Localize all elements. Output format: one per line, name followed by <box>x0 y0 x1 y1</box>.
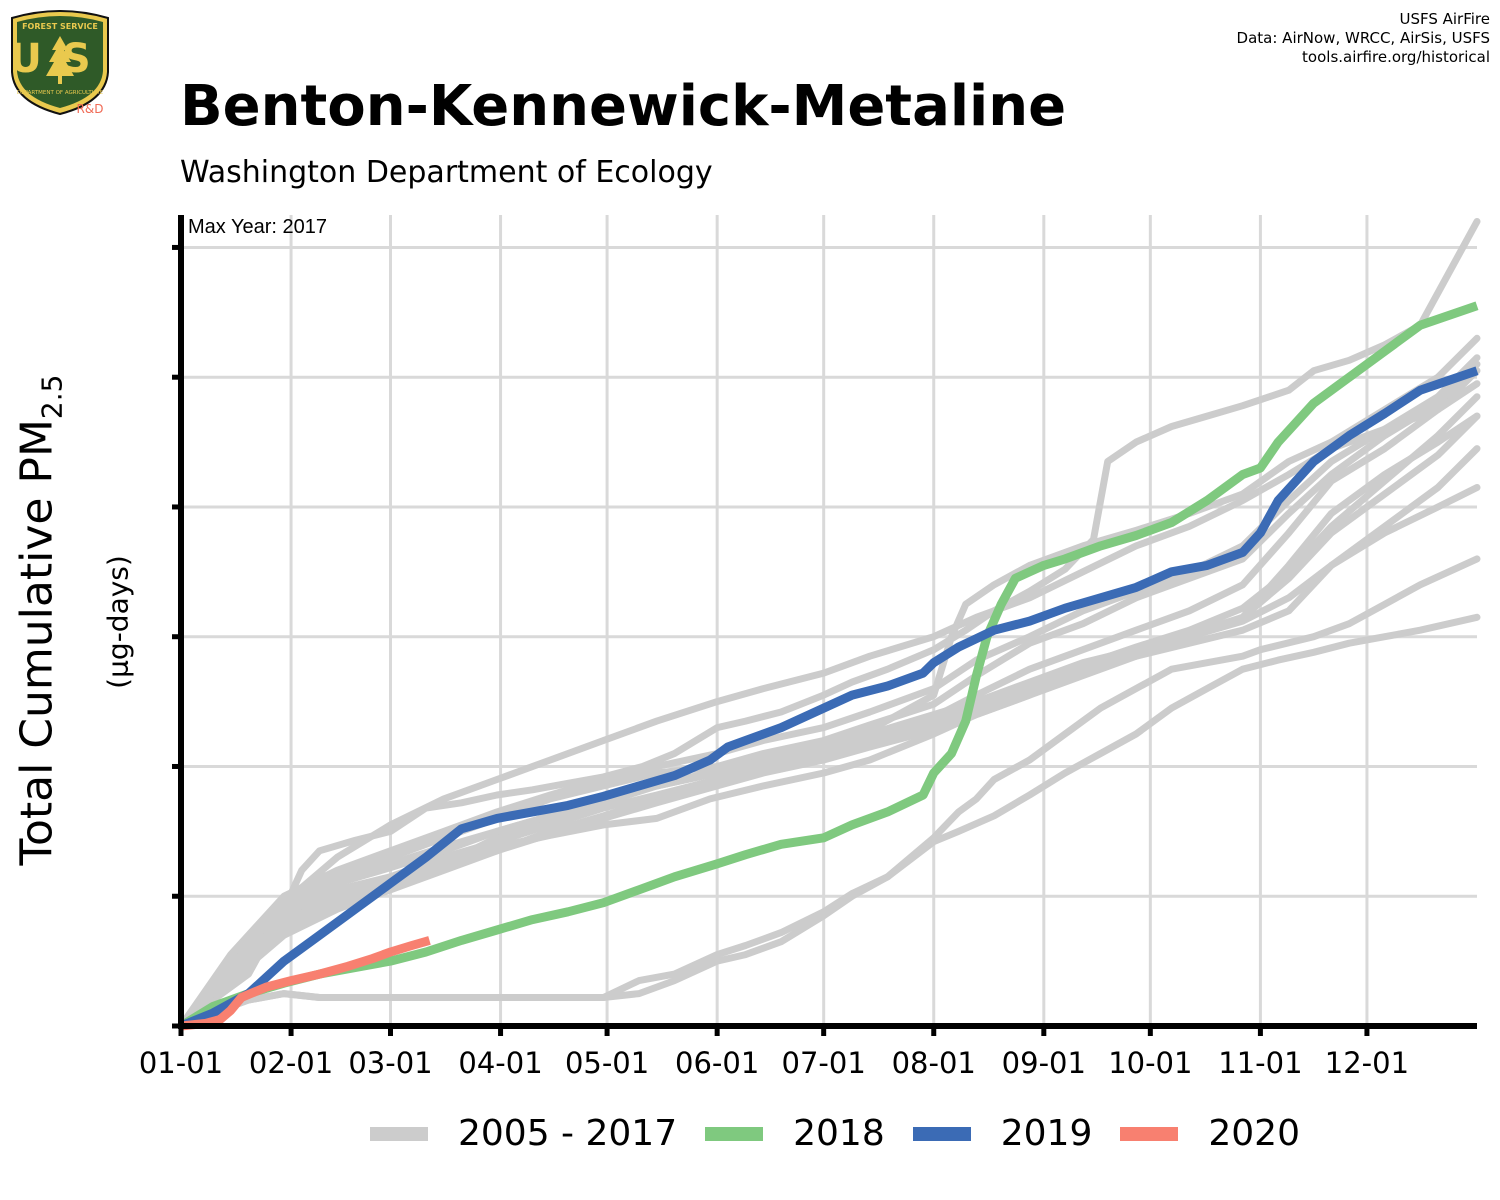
chart-title: Benton-Kennewick-Metaline <box>180 74 1067 139</box>
legend-swatch-2018 <box>705 1126 764 1141</box>
series-line-2020 <box>180 936 431 1031</box>
logo-tag: R&D <box>77 102 104 116</box>
series-line-2018 <box>178 301 1479 1030</box>
axes <box>172 215 1477 1036</box>
legend-item-2018: 2018 <box>705 1113 885 1154</box>
legend-label-2020: 2020 <box>1208 1113 1300 1154</box>
x-tick-label-12-01: 12-01 <box>1325 1046 1409 1080</box>
x-tick-label-07-01: 07-01 <box>782 1046 866 1080</box>
legend-item-2020: 2020 <box>1120 1113 1300 1154</box>
legend-swatch-2020 <box>1120 1126 1179 1141</box>
legend-swatch-2019 <box>912 1126 971 1141</box>
logo-text-bottom: DEPARTMENT OF AGRICULTURE <box>17 90 104 96</box>
tree-icon <box>46 36 74 76</box>
history-line-11 <box>177 380 1481 1030</box>
x-tick-label-10-01: 10-01 <box>1108 1046 1192 1080</box>
x-tick-labels: 01-01 02-01 03-01 04-01 05-01 06-01 07-01 08-01… <box>139 1046 1409 1080</box>
legend-label-2019: 2019 <box>1000 1113 1093 1154</box>
history-line-6 <box>177 360 1481 1030</box>
x-tick-label-01-01: 01-01 <box>139 1046 223 1080</box>
max-year-annotation: Max Year: 2017 <box>188 216 327 238</box>
logo-text-top: FOREST SERVICE <box>22 22 98 31</box>
credits: USFS AirFire Data: AirNow, WRCC, AirSis,… <box>1237 10 1490 67</box>
x-tick-label-05-01: 05-01 <box>565 1046 649 1080</box>
chart-subtitle: Washington Department of Ecology <box>180 155 713 190</box>
x-tick-label-02-01: 02-01 <box>249 1046 333 1080</box>
highlight-series <box>178 301 1479 1031</box>
x-tick-label-03-01: 03-01 <box>348 1046 432 1080</box>
history-series <box>177 218 1481 1030</box>
legend-item-2019: 2019 <box>912 1113 1093 1154</box>
credit-line-1: USFS AirFire <box>1399 10 1490 28</box>
x-tick-label-09-01: 09-01 <box>1002 1046 1086 1080</box>
history-line-8 <box>177 354 1481 1030</box>
legend-item-history: 2005 - 2017 <box>370 1113 677 1154</box>
forest-service-logo: FOREST SERVICE US DEPARTMENT OF AGRICULT… <box>8 10 112 118</box>
x-tick-label-08-01: 08-01 <box>892 1046 976 1080</box>
credit-line-2: Data: AirNow, WRCC, AirSis, USFS <box>1236 29 1490 47</box>
x-tick-label-04-01: 04-01 <box>458 1046 542 1080</box>
x-tick-label-06-01: 06-01 <box>675 1046 759 1080</box>
legend-swatch-history <box>370 1126 428 1141</box>
legend-label-2018: 2018 <box>793 1113 885 1154</box>
legend-label-history: 2005 - 2017 <box>458 1113 678 1154</box>
history-line-2 <box>177 613 1481 1030</box>
credit-line-3: tools.airfire.org/historical <box>1302 48 1490 66</box>
series-line-2019 <box>179 366 1479 1031</box>
legend: 2005 - 2017 2018 2019 2020 <box>370 1113 1328 1154</box>
x-tick-label-11-01: 11-01 <box>1218 1046 1302 1080</box>
